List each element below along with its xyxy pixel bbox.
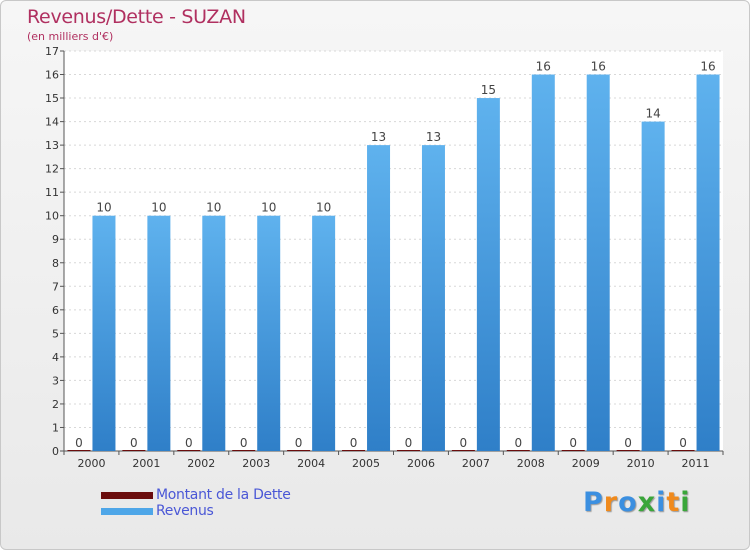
legend-swatch-dette [101,491,153,499]
bar-revenus [367,145,391,451]
data-label-dette: 0 [569,436,577,450]
bar-dette [67,450,91,451]
data-label-dette: 0 [405,436,413,450]
x-tick-label: 2000 [77,457,105,470]
y-tick-label: 12 [45,163,59,176]
y-tick-label: 9 [52,233,59,246]
legend-swatch-revenus [101,507,153,515]
x-tick-label: 2011 [682,457,710,470]
x-tick-label: 2002 [187,457,215,470]
logo-letter: o [618,487,638,518]
bar-dette [616,450,640,451]
y-tick-label: 16 [45,69,59,82]
bar-dette [671,450,695,451]
data-label-revenus: 10 [261,201,276,215]
data-label-dette: 0 [460,436,468,450]
y-tick-label: 2 [52,398,59,411]
bar-dette [232,450,256,451]
data-label-dette: 0 [350,436,358,450]
data-label-dette: 0 [295,436,303,450]
y-tick-label: 3 [52,374,59,387]
bar-revenus [531,74,555,451]
y-tick-label: 17 [45,45,59,58]
bar-dette [451,450,475,451]
data-label-dette: 0 [514,436,522,450]
data-label-dette: 0 [624,436,632,450]
data-label-dette: 0 [75,436,83,450]
legend: Montant de la Dette Revenus [101,487,291,519]
y-tick-label: 10 [45,210,59,223]
proxiti-logo: Proxiti [583,487,691,518]
y-tick-label: 14 [45,116,59,129]
data-label-revenus: 16 [591,60,606,74]
x-tick-label: 2009 [572,457,600,470]
data-label-dette: 0 [679,436,687,450]
data-label-revenus: 13 [371,130,386,144]
data-label-revenus: 10 [206,201,221,215]
x-tick-label: 2008 [517,457,545,470]
bar-dette [342,450,366,451]
logo-letter: P [583,487,604,518]
logo-letter: i [656,487,667,518]
data-label-dette: 0 [130,436,138,450]
bar-dette [177,450,201,451]
x-tick-label: 2005 [352,457,380,470]
y-tick-label: 13 [45,139,59,152]
x-tick-label: 2010 [627,457,655,470]
bar-revenus [147,215,171,451]
bar-revenus [257,215,281,451]
bar-revenus [696,74,720,451]
y-tick-label: 4 [52,351,59,364]
data-label-revenus: 15 [481,83,496,97]
y-tick-label: 6 [52,304,59,317]
bar-revenus [312,215,336,451]
chart-title: Revenus/Dette - SUZAN [27,6,246,28]
x-tick-label: 2007 [462,457,490,470]
plot-area [64,51,723,451]
bar-revenus [641,121,665,452]
data-label-revenus: 13 [426,130,441,144]
x-tick-label: 2001 [132,457,160,470]
x-tick-label: 2006 [407,457,435,470]
bar-dette [287,450,311,451]
bar-revenus [421,145,445,451]
legend-label-revenus: Revenus [156,503,214,519]
data-label-dette: 0 [240,436,248,450]
data-label-revenus: 16 [700,60,715,74]
y-tick-label: 1 [52,421,59,434]
chart-subtitle: (en milliers d'€) [27,30,114,43]
data-label-revenus: 14 [645,107,660,121]
bar-revenus [92,215,116,451]
bar-revenus [476,98,500,451]
x-tick-label: 2003 [242,457,270,470]
bar-revenus [586,74,610,451]
bar-revenus [202,215,226,451]
x-tick-label: 2004 [297,457,325,470]
y-tick-label: 11 [45,186,59,199]
legend-item-dette: Montant de la Dette [101,487,291,503]
y-tick-label: 0 [52,445,59,458]
legend-item-revenus: Revenus [101,503,291,519]
logo-letter: r [603,487,619,518]
bar-dette [396,450,420,451]
y-tick-label: 5 [52,327,59,340]
logo-letter: x [637,487,657,518]
data-label-revenus: 10 [316,201,331,215]
legend-label-dette: Montant de la Dette [156,487,291,503]
bar-dette [561,450,585,451]
y-tick-label: 8 [52,257,59,270]
bar-dette [506,450,530,451]
data-label-revenus: 16 [536,60,551,74]
y-tick-label: 7 [52,280,59,293]
data-label-revenus: 10 [96,201,111,215]
bar-dette [122,450,146,451]
logo-letter: i [680,487,691,518]
data-label-dette: 0 [185,436,193,450]
data-label-revenus: 10 [151,201,166,215]
logo-letter: t [666,487,681,518]
y-tick-label: 15 [45,92,59,105]
